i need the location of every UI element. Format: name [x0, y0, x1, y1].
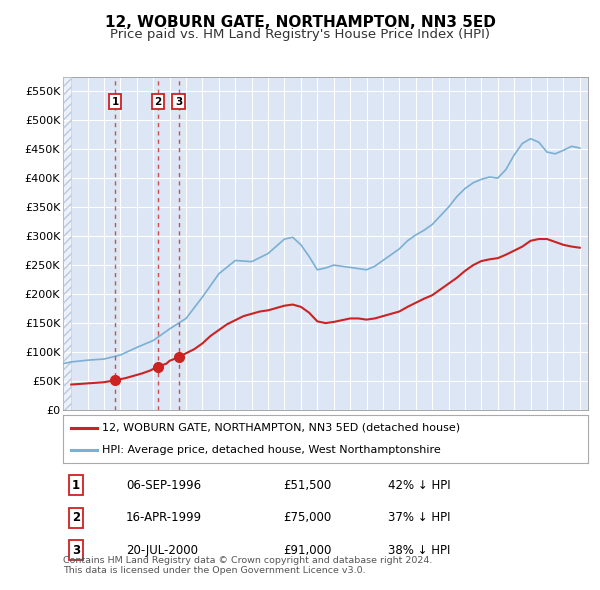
- Text: 16-APR-1999: 16-APR-1999: [126, 511, 202, 525]
- Text: £51,500: £51,500: [284, 478, 332, 492]
- Text: 1: 1: [72, 478, 80, 492]
- Text: 42% ↓ HPI: 42% ↓ HPI: [389, 478, 451, 492]
- Text: 3: 3: [72, 543, 80, 557]
- Text: 2: 2: [72, 511, 80, 525]
- Text: 38% ↓ HPI: 38% ↓ HPI: [389, 543, 451, 557]
- Text: 12, WOBURN GATE, NORTHAMPTON, NN3 5ED: 12, WOBURN GATE, NORTHAMPTON, NN3 5ED: [104, 15, 496, 30]
- Text: 06-SEP-1996: 06-SEP-1996: [126, 478, 201, 492]
- Text: Price paid vs. HM Land Registry's House Price Index (HPI): Price paid vs. HM Land Registry's House …: [110, 28, 490, 41]
- Text: 37% ↓ HPI: 37% ↓ HPI: [389, 511, 451, 525]
- Text: 2: 2: [154, 97, 161, 107]
- Text: 20-JUL-2000: 20-JUL-2000: [126, 543, 198, 557]
- Text: HPI: Average price, detached house, West Northamptonshire: HPI: Average price, detached house, West…: [103, 445, 441, 455]
- Text: £75,000: £75,000: [284, 511, 332, 525]
- Text: £91,000: £91,000: [284, 543, 332, 557]
- Text: Contains HM Land Registry data © Crown copyright and database right 2024.
This d: Contains HM Land Registry data © Crown c…: [63, 556, 433, 575]
- Text: 3: 3: [175, 97, 182, 107]
- Text: 12, WOBURN GATE, NORTHAMPTON, NN3 5ED (detached house): 12, WOBURN GATE, NORTHAMPTON, NN3 5ED (d…: [103, 423, 461, 433]
- Text: 1: 1: [112, 97, 119, 107]
